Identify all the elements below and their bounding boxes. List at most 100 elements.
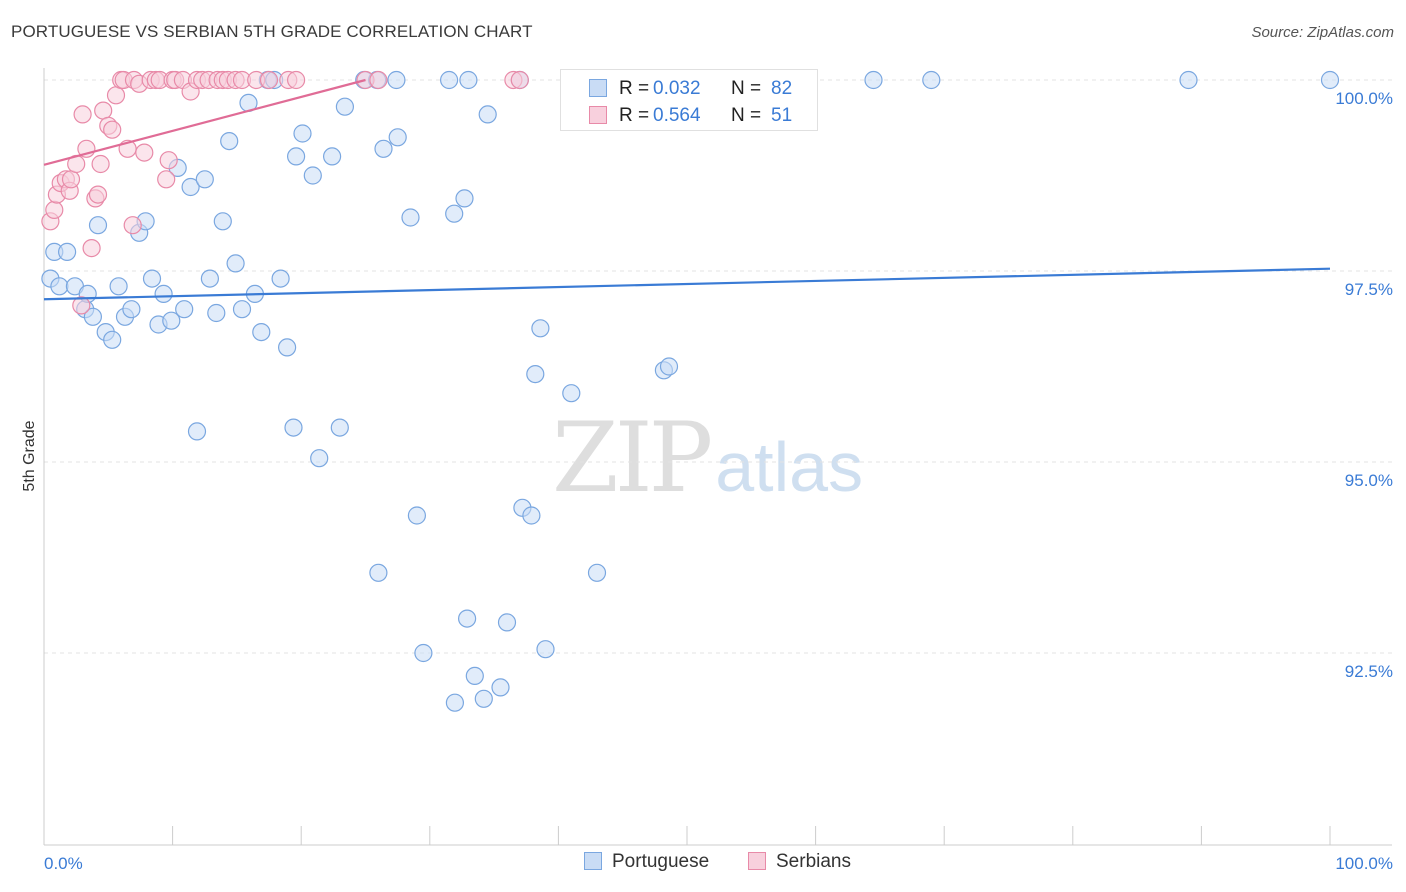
x-tick-label-left: 0.0% <box>44 854 83 873</box>
point-portuguese <box>330 418 349 437</box>
point-serbians <box>91 154 110 174</box>
point-portuguese <box>200 269 219 288</box>
grid-lines <box>44 79 1392 654</box>
point-portuguese <box>526 365 545 384</box>
point-serbians <box>369 70 388 90</box>
point-portuguese <box>445 204 464 223</box>
point-portuguese <box>587 563 607 582</box>
n-value: 82 <box>771 78 793 99</box>
point-portuguese <box>388 128 407 147</box>
point-portuguese <box>232 300 252 319</box>
point-serbians <box>94 101 113 120</box>
point-portuguese <box>455 189 474 208</box>
point-portuguese <box>226 254 245 273</box>
point-portuguese <box>252 323 271 342</box>
legend-swatch-portuguese <box>584 852 602 870</box>
legend-label-portuguese: Portuguese <box>612 851 710 872</box>
point-serbians <box>159 151 178 170</box>
point-portuguese <box>220 132 239 151</box>
point-serbians <box>259 70 279 90</box>
point-serbians <box>103 120 122 139</box>
point-portuguese <box>522 506 541 525</box>
point-portuguese <box>491 678 510 697</box>
point-portuguese <box>142 269 162 288</box>
point-portuguese <box>531 319 550 338</box>
point-portuguese <box>922 70 941 90</box>
point-portuguese <box>109 277 128 296</box>
y-tick-label: 95.0% <box>1345 471 1393 490</box>
point-portuguese <box>465 666 484 686</box>
point-portuguese <box>369 563 388 582</box>
point-portuguese <box>401 208 420 227</box>
point-portuguese <box>284 418 303 437</box>
point-portuguese <box>474 689 493 708</box>
legend-label-serbians: Serbians <box>776 851 851 872</box>
point-serbians <box>73 105 92 124</box>
y-tick-label: 100.0% <box>1335 89 1393 108</box>
point-portuguese <box>659 357 679 376</box>
point-portuguese <box>497 613 517 632</box>
r-label: R = <box>619 78 650 99</box>
point-portuguese <box>303 166 322 185</box>
r-value: 0.032 <box>653 78 701 99</box>
point-serbians <box>135 143 154 162</box>
point-portuguese <box>1320 70 1340 90</box>
point-portuguese <box>323 147 342 166</box>
y-tick-label: 92.5% <box>1345 662 1393 681</box>
legend-item-portuguese[interactable]: Portuguese <box>584 851 709 873</box>
point-portuguese <box>374 139 393 158</box>
point-serbians <box>82 239 101 258</box>
point-serbians <box>123 216 142 235</box>
y-tick-label: 97.5% <box>1345 280 1393 299</box>
point-portuguese <box>278 338 297 357</box>
point-portuguese <box>864 70 883 90</box>
point-portuguese <box>445 693 464 712</box>
point-portuguese <box>57 242 77 261</box>
point-portuguese <box>103 330 122 349</box>
point-serbians <box>45 200 64 219</box>
point-serbians <box>106 86 126 105</box>
axes <box>43 68 1392 846</box>
point-portuguese <box>459 70 478 90</box>
point-portuguese <box>310 449 329 468</box>
trend-lines <box>43 78 1331 301</box>
point-portuguese <box>175 300 194 319</box>
point-portuguese <box>287 147 306 166</box>
trend-line-serbians <box>43 78 366 166</box>
point-portuguese <box>162 311 181 330</box>
r-label: R = <box>619 105 650 126</box>
n-value: 51 <box>771 105 793 126</box>
stats-swatch-serbians <box>589 106 607 124</box>
point-portuguese <box>1179 70 1198 90</box>
point-serbians <box>72 296 91 315</box>
source-label: Source: ZipAtlas.com <box>1251 24 1394 41</box>
r-value: 0.564 <box>653 105 701 126</box>
point-serbians <box>157 170 176 189</box>
point-serbians <box>287 70 306 90</box>
data-points <box>41 70 1340 712</box>
point-portuguese <box>335 97 354 116</box>
point-portuguese <box>213 212 232 231</box>
point-portuguese <box>271 269 290 288</box>
point-serbians <box>61 170 81 189</box>
stats-box: R = 0.032 N = 82 R = 0.564 N = 51 <box>560 69 818 131</box>
point-portuguese <box>88 216 108 235</box>
n-label: N = <box>731 78 762 99</box>
point-portuguese <box>50 277 69 296</box>
tick-labels: 100.0% 97.5% 95.0% 92.5% 0.0% 100.0% 5th Grade <box>21 89 1393 873</box>
y-axis-title: 5th Grade <box>21 420 38 491</box>
legend-item-serbians[interactable]: Serbians <box>748 851 851 873</box>
point-portuguese <box>562 384 581 403</box>
point-serbians <box>510 70 529 90</box>
point-portuguese <box>181 177 200 197</box>
point-portuguese <box>122 300 141 319</box>
point-portuguese <box>195 170 214 189</box>
point-portuguese <box>478 105 497 124</box>
point-serbians <box>88 185 108 204</box>
point-portuguese <box>458 609 477 628</box>
point-portuguese <box>207 303 226 323</box>
point-portuguese <box>536 640 555 659</box>
legend-swatch-serbians <box>748 852 766 870</box>
point-portuguese <box>414 643 433 663</box>
